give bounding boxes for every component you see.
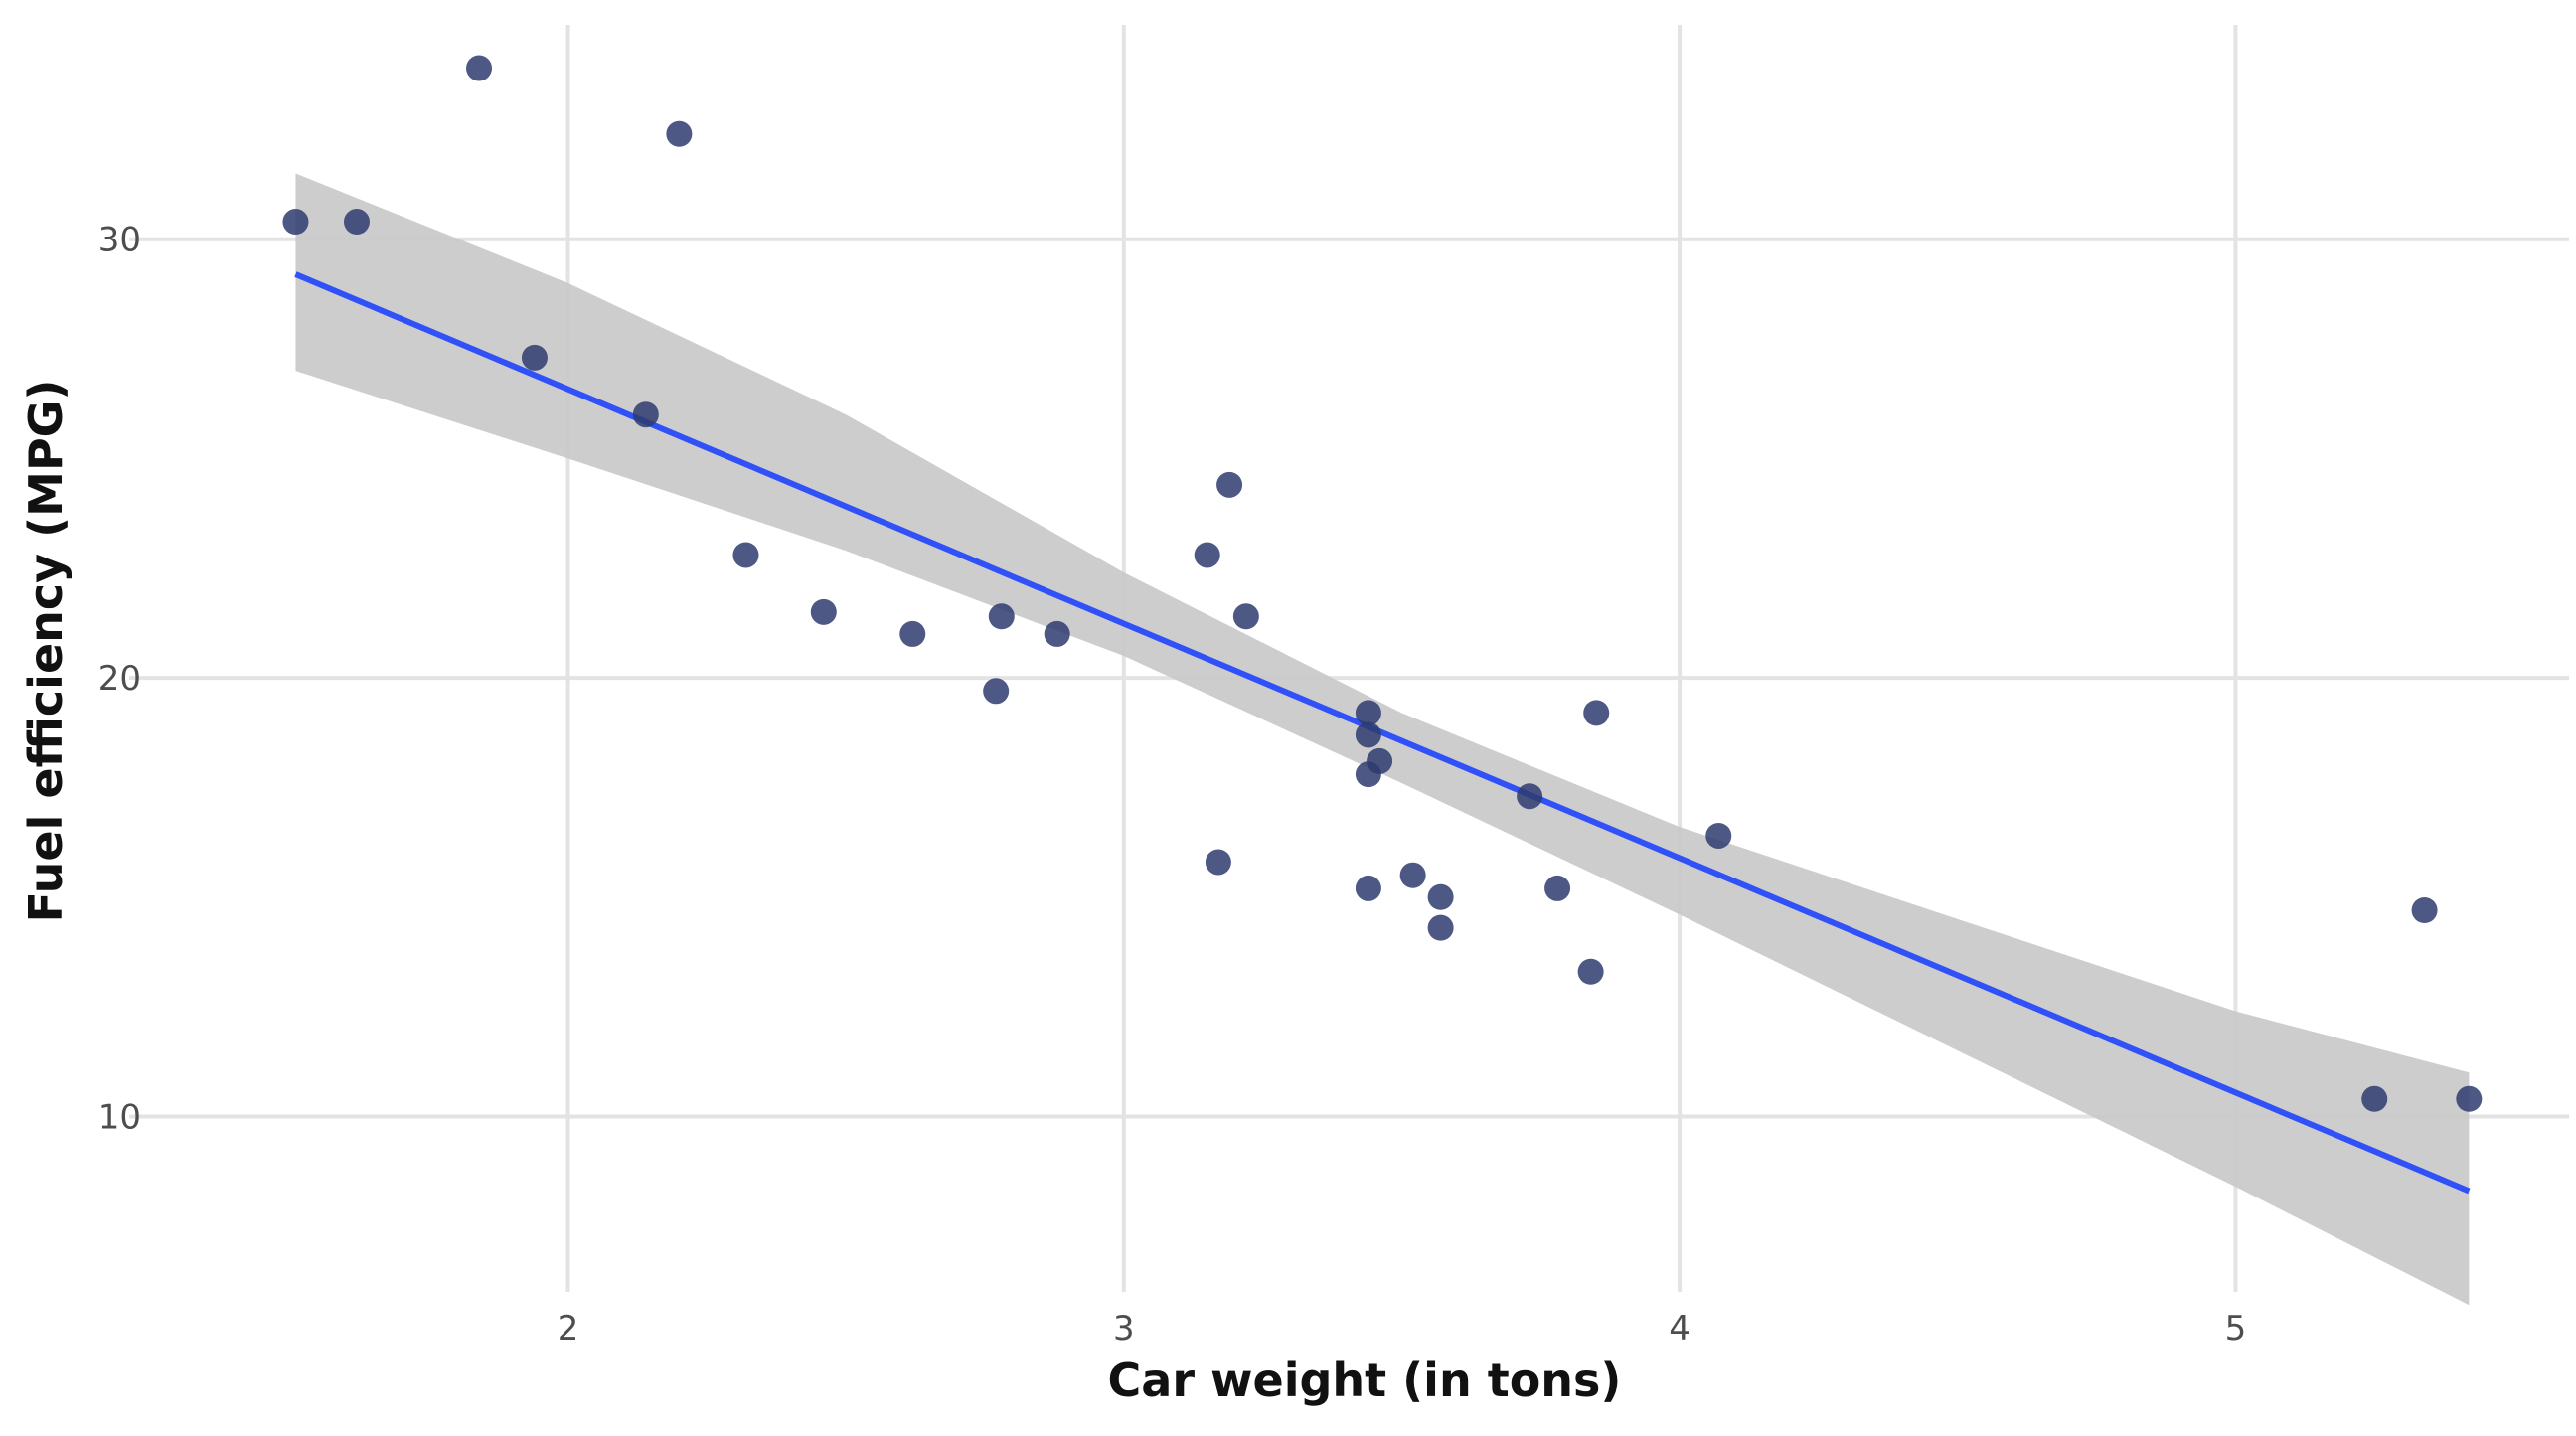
data-point (899, 620, 926, 647)
tick-labels: 2 3 4 5 10 20 30 (98, 221, 2247, 1349)
data-point (732, 542, 759, 568)
x-tick-label: 4 (1669, 1309, 1690, 1349)
data-point (983, 678, 1010, 705)
y-tick-label: 10 (98, 1097, 141, 1137)
data-point (810, 598, 837, 625)
data-point (1044, 620, 1070, 647)
gridlines (129, 25, 2569, 1292)
data-point (1367, 747, 1393, 774)
data-point (666, 120, 693, 147)
y-axis-title: Fuel efficiency (MPG) (19, 380, 73, 923)
data-point (1427, 914, 1454, 941)
data-point (1399, 862, 1426, 888)
data-point (1583, 700, 1610, 726)
data-point (2361, 1085, 2388, 1112)
confidence-band-layer (295, 173, 2470, 1306)
data-point (1355, 875, 1381, 901)
x-tick-label: 5 (2225, 1309, 2247, 1349)
regression-line (294, 271, 2471, 1195)
x-tick-label: 2 (558, 1309, 579, 1349)
data-point (1232, 603, 1259, 630)
x-tick-label: 3 (1113, 1309, 1135, 1349)
data-point (2411, 897, 2438, 923)
data-point (343, 209, 370, 236)
data-point (1705, 822, 1732, 849)
fit-line-layer (294, 271, 2471, 1195)
data-point (1205, 849, 1231, 876)
data-point (2456, 1085, 2483, 1112)
data-point (988, 603, 1015, 630)
data-point (1577, 958, 1604, 985)
points-layer (282, 55, 2483, 1112)
data-point (282, 209, 309, 236)
data-point (1517, 783, 1543, 810)
confidence-band (295, 173, 2470, 1306)
y-tick-label: 20 (98, 659, 141, 699)
data-point (632, 401, 659, 428)
data-point (1355, 700, 1381, 726)
data-point (1427, 883, 1454, 910)
data-point (1216, 471, 1243, 498)
data-point (466, 55, 493, 81)
data-point (521, 344, 548, 371)
data-point (1544, 875, 1571, 901)
data-point (1355, 721, 1381, 748)
x-axis-title: Car weight (in tons) (1108, 1354, 1622, 1407)
y-tick-label: 30 (98, 221, 141, 260)
data-point (1194, 542, 1220, 568)
